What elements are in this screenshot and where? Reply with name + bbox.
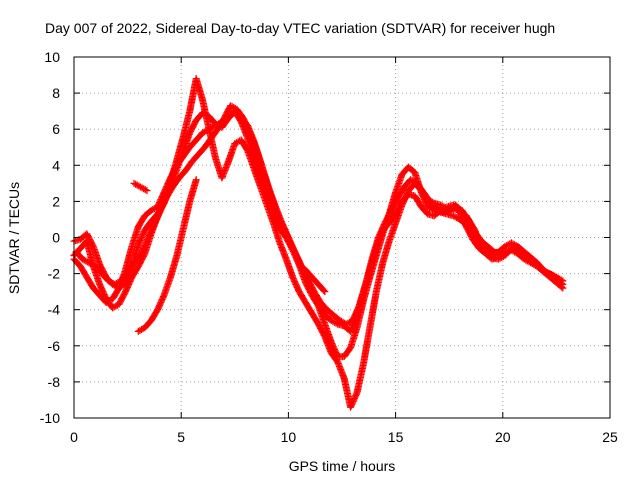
x-axis-title: GPS time / hours bbox=[289, 458, 396, 474]
y-tick-label: 4 bbox=[52, 157, 60, 173]
y-tick-label: 8 bbox=[52, 85, 60, 101]
tick-layer: 0 5 10 15 20 25 -10 -8 -6 -4 -2 0 2 4 6 8 10 bbox=[40, 49, 618, 445]
data-point bbox=[141, 186, 149, 194]
data-layer bbox=[70, 75, 567, 411]
y-tick-label: -6 bbox=[48, 338, 61, 354]
x-tick-label: 25 bbox=[602, 429, 618, 445]
y-tick-label: 2 bbox=[52, 193, 60, 209]
y-tick-label: 10 bbox=[44, 49, 60, 65]
x-tick-label: 0 bbox=[70, 429, 78, 445]
data-point bbox=[321, 288, 329, 296]
x-tick-label: 20 bbox=[495, 429, 511, 445]
series-fragment-a bbox=[134, 176, 200, 335]
series-track-4 bbox=[72, 102, 563, 328]
chart-title: Day 007 of 2022, Sidereal Day-to-day VTE… bbox=[45, 20, 555, 36]
data-point bbox=[477, 244, 485, 252]
x-tick-label: 10 bbox=[281, 429, 297, 445]
data-point bbox=[559, 284, 567, 292]
y-tick-label: -4 bbox=[48, 302, 61, 318]
series-fragment-c bbox=[295, 261, 329, 296]
data-point bbox=[553, 274, 561, 282]
y-tick-label: -8 bbox=[48, 374, 61, 390]
data-point bbox=[143, 187, 151, 195]
y-tick-label: -10 bbox=[40, 410, 60, 426]
y-tick-label: -2 bbox=[48, 266, 61, 282]
data-point bbox=[332, 319, 340, 327]
y-axis-title: SDTVAR / TECUs bbox=[6, 182, 22, 294]
data-point bbox=[559, 277, 567, 285]
x-tick-label: 5 bbox=[177, 429, 185, 445]
x-tick-label: 15 bbox=[388, 429, 404, 445]
y-tick-label: 0 bbox=[52, 230, 60, 246]
data-point bbox=[192, 176, 200, 184]
y-tick-label: 6 bbox=[52, 121, 60, 137]
data-point bbox=[555, 275, 563, 283]
series-fragment-b bbox=[130, 179, 151, 195]
series-fragment-d bbox=[452, 201, 485, 252]
data-point bbox=[320, 286, 328, 294]
data-point bbox=[558, 283, 566, 291]
